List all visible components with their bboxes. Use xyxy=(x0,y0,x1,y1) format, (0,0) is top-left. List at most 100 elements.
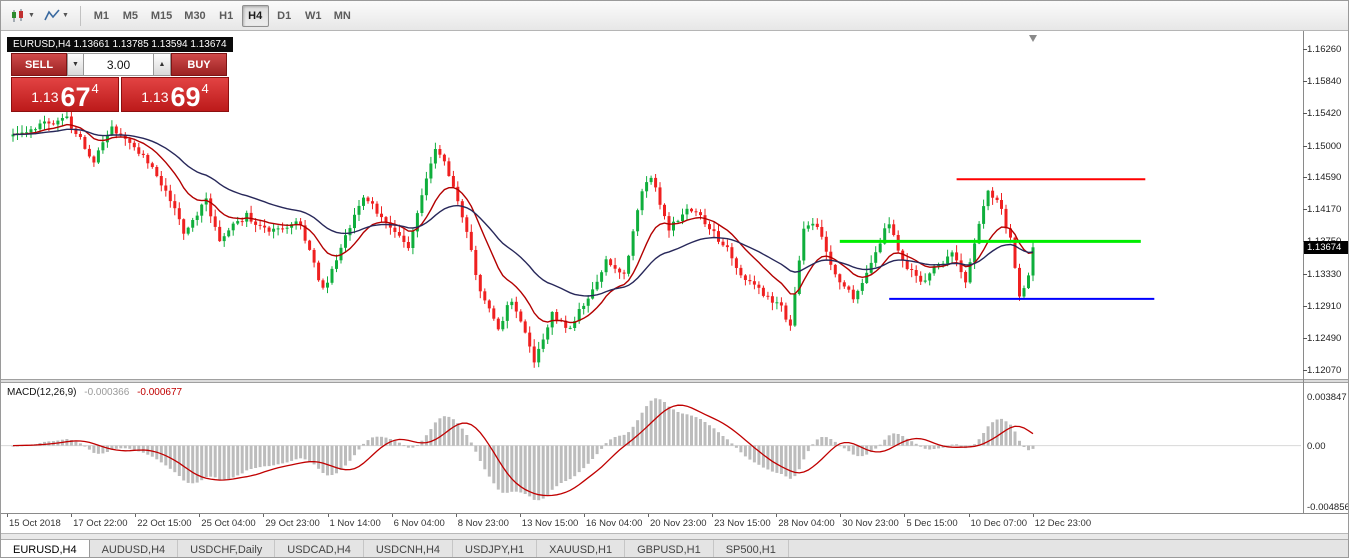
time-axis-tick xyxy=(263,514,265,517)
price-axis-label: 1.14590 xyxy=(1307,172,1342,184)
chart-tab-eurusd-h4[interactable]: EURUSD,H4 xyxy=(1,540,90,557)
time-axis-label: 17 Oct 22:00 xyxy=(73,518,128,529)
price-chart-canvas[interactable] xyxy=(1,33,1303,379)
volume-input[interactable] xyxy=(84,53,154,76)
timeframe-mn[interactable]: MN xyxy=(333,9,351,22)
time-axis-tick xyxy=(904,514,906,517)
time-axis-tick xyxy=(648,514,649,517)
price-axis-tick xyxy=(1303,273,1307,275)
macd-name: MACD(12,26,9) xyxy=(7,387,77,398)
sell-price-figure: 1.13 xyxy=(31,89,59,105)
sell-price-display[interactable]: 1.13 67 4 xyxy=(11,77,119,112)
time-axis-label: 16 Nov 04:00 xyxy=(585,518,643,529)
chevron-down-icon: ▼ xyxy=(61,12,69,19)
timeframe-buttons: M1 M5 M15 M30 H1 H4 D1 W1 MN xyxy=(87,4,357,27)
chart-tabs-bar: EURUSD,H4 AUDUSD,H4 USDCHF,Daily USDCAD,H4 U… xyxy=(1,539,1348,557)
price-axis-label: 1.15420 xyxy=(1307,108,1342,120)
timeframe-h1[interactable]: H1 xyxy=(219,9,234,22)
price-axis-tick xyxy=(1303,370,1307,372)
toolbar: ▼ ▼ M1 M5 M15 M30 H1 H4 D1 W1 MN xyxy=(1,1,1348,31)
time-axis-tick xyxy=(135,514,137,517)
time-axis-tick xyxy=(71,514,73,517)
chart-tab-sp500-h1[interactable]: SP500,H1 xyxy=(714,540,789,557)
timeframe-h4[interactable]: H4 xyxy=(241,4,269,27)
price-axis-label: 1.12070 xyxy=(1307,365,1342,377)
price-axis-tick xyxy=(1303,305,1307,307)
chart-tab-xauusd-h1[interactable]: XAUUSD,H1 xyxy=(537,540,626,557)
time-axis-label: 22 Oct 15:00 xyxy=(137,518,192,529)
macd-canvas[interactable] xyxy=(1,383,1303,513)
volume-decrease-button[interactable]: ▼ xyxy=(67,53,84,76)
chevron-down-icon: ▼ xyxy=(28,12,35,19)
macd-axis-label: -0.004856 xyxy=(1307,502,1349,513)
sell-price-pips: 67 xyxy=(60,82,91,113)
sell-price-point: 4 xyxy=(91,81,99,96)
one-click-trading-panel: SELL ▼ ▲ BUY 1.13 67 4 1.13 69 4 xyxy=(11,53,229,112)
zigzag-indicator-icon xyxy=(44,8,60,20)
time-axis-tick xyxy=(7,514,8,517)
price-axis-label: 1.16260 xyxy=(1307,44,1342,55)
indicators-button[interactable]: ▼ xyxy=(40,4,73,28)
time-axis-label: 25 Oct 04:00 xyxy=(201,518,256,529)
time-axis-tick xyxy=(776,514,778,517)
macd-label: MACD(12,26,9) -0.000366 -0.000677 xyxy=(7,387,182,398)
buy-price-figure: 1.13 xyxy=(141,89,169,105)
time-axis-label: 8 Nov 23:00 xyxy=(457,518,509,529)
price-axis-label: 1.12490 xyxy=(1307,333,1342,345)
toolbar-separator xyxy=(79,5,81,26)
horizontal-scroll-strip[interactable] xyxy=(1,533,1348,539)
timeframe-m1[interactable]: M1 xyxy=(93,9,110,22)
timeframe-m15[interactable]: M15 xyxy=(150,9,173,22)
macd-main-value: -0.000366 xyxy=(84,387,130,398)
chart-tab-usdjpy-h1[interactable]: USDJPY,H1 xyxy=(453,540,538,557)
chart-type-icon xyxy=(12,8,23,22)
chart-tab-usdcad-h4[interactable]: USDCAD,H4 xyxy=(275,540,364,557)
chart-area: EURUSD,H4 1.13661 1.13785 1.13594 1.1367… xyxy=(1,31,1349,533)
time-axis-label: 1 Nov 14:00 xyxy=(329,518,381,529)
time-axis-label: 15 Oct 2018 xyxy=(9,518,61,529)
time-axis-label: 28 Nov 04:00 xyxy=(778,518,835,529)
buy-price-pips: 69 xyxy=(170,82,201,113)
time-axis-label: 12 Dec 23:00 xyxy=(1034,518,1092,529)
timeframe-d1[interactable]: D1 xyxy=(277,9,292,22)
chart-tab-gbpusd-h1[interactable]: GBPUSD,H1 xyxy=(625,540,714,557)
price-axis-label: 1.14170 xyxy=(1307,204,1342,216)
chart-type-button[interactable]: ▼ xyxy=(6,4,39,28)
time-axis-tick xyxy=(327,514,329,517)
time-axis-tick xyxy=(840,514,842,517)
price-axis[interactable] xyxy=(1303,31,1304,513)
time-axis-label: 20 Nov 23:00 xyxy=(650,518,707,529)
timeframe-m30[interactable]: M30 xyxy=(184,9,206,22)
time-axis-tick xyxy=(968,514,970,517)
chart-tab-audusd-h4[interactable]: AUDUSD,H4 xyxy=(90,540,179,557)
price-axis-tick xyxy=(1303,145,1307,147)
buy-button[interactable]: BUY xyxy=(171,53,227,76)
time-axis-label: 5 Dec 15:00 xyxy=(906,518,958,529)
time-axis-tick xyxy=(712,514,714,517)
time-axis[interactable]: 15 Oct 2018 17 Oct 22:00 22 Oct 15:00 25 Oc… xyxy=(1,513,1348,533)
price-axis-tick xyxy=(1303,338,1307,340)
sell-button[interactable]: SELL xyxy=(11,53,67,76)
time-axis-tick xyxy=(455,514,457,517)
timeframe-w1[interactable]: W1 xyxy=(304,9,322,22)
volume-increase-button[interactable]: ▲ xyxy=(154,53,171,76)
time-axis-tick xyxy=(391,514,393,517)
time-axis-label: 30 Nov 23:00 xyxy=(842,518,899,529)
price-axis-label: 1.15840 xyxy=(1307,76,1342,88)
price-axis-label: 1.15000 xyxy=(1307,140,1342,152)
price-axis-tick xyxy=(1303,49,1307,50)
time-axis-label: 10 Dec 07:00 xyxy=(970,518,1028,529)
chart-tab-usdchf-daily[interactable]: USDCHF,Daily xyxy=(178,540,276,557)
buy-price-display[interactable]: 1.13 69 4 xyxy=(121,77,229,112)
time-axis-label: 13 Nov 15:00 xyxy=(521,518,579,529)
indicator-splitter[interactable] xyxy=(1,379,1348,383)
macd-axis-label: 0.00 xyxy=(1307,440,1326,452)
price-axis-label: 1.12910 xyxy=(1307,300,1342,312)
current-price-tag: 1.13674 xyxy=(1304,240,1348,254)
chart-tab-usdcnh-h4[interactable]: USDCNH,H4 xyxy=(364,540,454,557)
time-axis-tick xyxy=(1032,514,1034,517)
macd-axis-label: 0.003847 xyxy=(1307,392,1347,403)
time-axis-label: 23 Nov 15:00 xyxy=(714,518,771,529)
timeframe-m5[interactable]: M5 xyxy=(122,9,139,22)
